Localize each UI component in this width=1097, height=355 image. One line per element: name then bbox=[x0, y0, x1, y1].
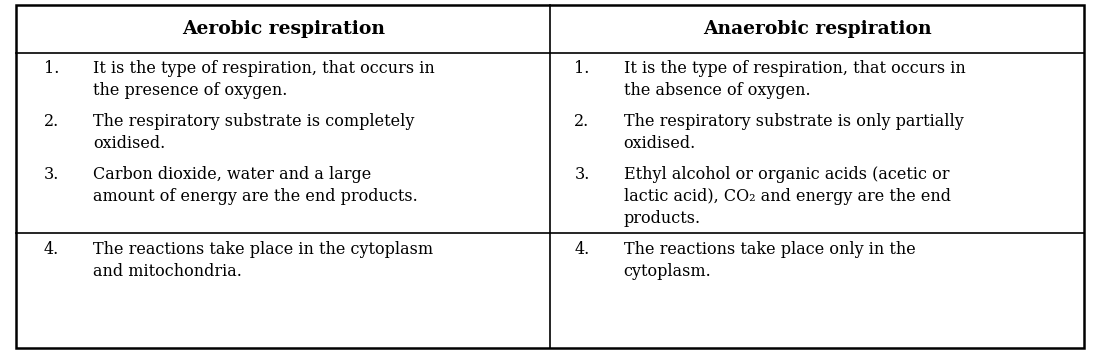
Text: The reactions take place in the cytoplasm: The reactions take place in the cytoplas… bbox=[93, 241, 433, 258]
Text: products.: products. bbox=[623, 210, 701, 227]
Text: The reactions take place only in the: The reactions take place only in the bbox=[623, 241, 915, 258]
Text: the absence of oxygen.: the absence of oxygen. bbox=[623, 82, 811, 99]
Text: lactic acid), CO₂ and energy are the end: lactic acid), CO₂ and energy are the end bbox=[623, 188, 951, 205]
Text: 2.: 2. bbox=[575, 113, 589, 130]
Text: It is the type of respiration, that occurs in: It is the type of respiration, that occu… bbox=[93, 60, 436, 77]
Text: It is the type of respiration, that occurs in: It is the type of respiration, that occu… bbox=[623, 60, 965, 77]
Text: 3.: 3. bbox=[44, 166, 59, 183]
Text: The respiratory substrate is completely: The respiratory substrate is completely bbox=[93, 113, 415, 130]
Text: Aerobic respiration: Aerobic respiration bbox=[182, 20, 385, 38]
Text: amount of energy are the end products.: amount of energy are the end products. bbox=[93, 188, 418, 205]
Text: The respiratory substrate is only partially: The respiratory substrate is only partia… bbox=[623, 113, 963, 130]
Text: 3.: 3. bbox=[575, 166, 590, 183]
Text: and mitochondria.: and mitochondria. bbox=[93, 263, 242, 280]
Text: 1.: 1. bbox=[575, 60, 590, 77]
Text: oxidised.: oxidised. bbox=[623, 135, 695, 152]
Text: oxidised.: oxidised. bbox=[93, 135, 166, 152]
Text: Carbon dioxide, water and a large: Carbon dioxide, water and a large bbox=[93, 166, 372, 183]
Text: Anaerobic respiration: Anaerobic respiration bbox=[703, 20, 931, 38]
Text: the presence of oxygen.: the presence of oxygen. bbox=[93, 82, 287, 99]
Text: 2.: 2. bbox=[44, 113, 59, 130]
Text: Ethyl alcohol or organic acids (acetic or: Ethyl alcohol or organic acids (acetic o… bbox=[623, 166, 949, 183]
Text: 4.: 4. bbox=[575, 241, 589, 258]
Text: 1.: 1. bbox=[44, 60, 59, 77]
Text: 4.: 4. bbox=[44, 241, 59, 258]
Text: cytoplasm.: cytoplasm. bbox=[623, 263, 711, 280]
